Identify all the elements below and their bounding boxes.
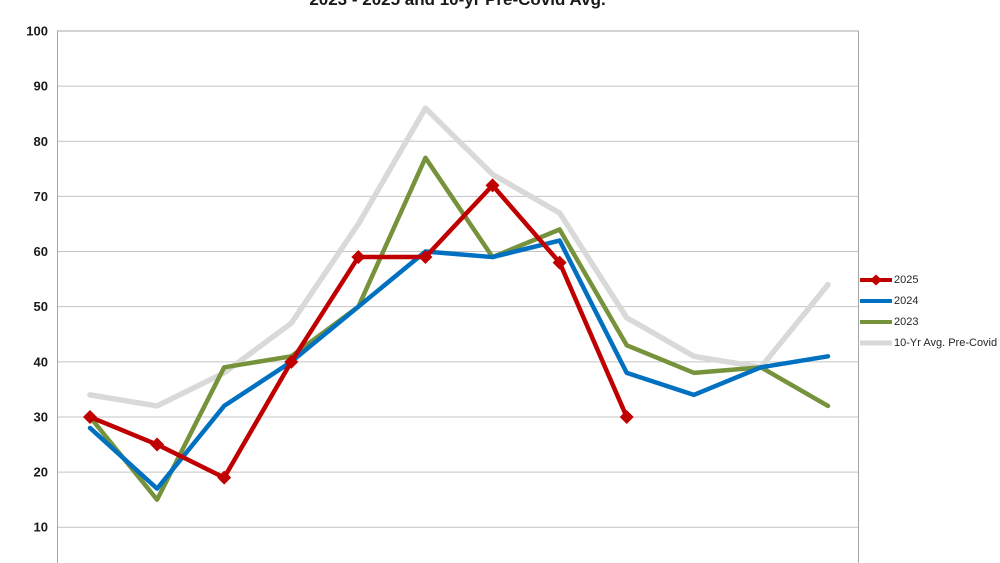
marker-diamond [83, 409, 97, 424]
series-line-2025 [87, 183, 629, 480]
legend-line-swatch [860, 340, 892, 345]
chart-title: 2023 - 2025 and 10-yr Pre-Covid Avg. [0, 0, 915, 10]
y-tick-label: 60 [34, 244, 48, 259]
legend-line-swatch [860, 319, 892, 324]
marker-diamond [418, 250, 433, 265]
marker-diamond [217, 470, 232, 485]
y-tick-label: 90 [34, 79, 48, 94]
y-tick-label: 80 [34, 134, 48, 149]
series-line-2023 [87, 155, 831, 502]
marker-diamond [485, 178, 500, 193]
series-line-2024 [87, 238, 831, 491]
legend: 2025 2024 2023 10-Yr Avg. Pre-Covid [860, 269, 997, 353]
marker-diamond [284, 354, 299, 369]
legend-line-swatch [860, 274, 892, 285]
marker-diamond [552, 255, 567, 270]
y-tick-label: 40 [34, 354, 48, 369]
legend-label: 2024 [894, 294, 919, 307]
marker-diamond [351, 250, 366, 265]
y-tick-label: 100 [26, 24, 48, 39]
marker-diamond [619, 409, 634, 424]
legend-label: 2023 [894, 315, 919, 328]
legend-label: 10-Yr Avg. Pre-Covid [894, 336, 998, 349]
y-tick-label: 30 [34, 409, 48, 424]
legend-marker-diamond-icon [870, 274, 882, 285]
series-line-10-yr-avg-pre-covid [87, 105, 831, 409]
legend-item-2024: 2024 [860, 290, 997, 311]
legend-item-10-yr-avg-pre-covid: 10-Yr Avg. Pre-Covid [860, 332, 997, 353]
y-tick-label: 70 [34, 189, 48, 204]
y-tick-label: 20 [34, 465, 48, 480]
legend-line-swatch [860, 298, 892, 303]
legend-label: 2025 [894, 273, 919, 286]
y-tick-label: 10 [34, 520, 48, 535]
legend-item-2023: 2023 [860, 311, 997, 332]
y-tick-label: 50 [34, 299, 48, 314]
marker-diamond [150, 437, 165, 452]
legend-item-2025: 2025 [860, 269, 997, 290]
plot-border [57, 30, 859, 563]
